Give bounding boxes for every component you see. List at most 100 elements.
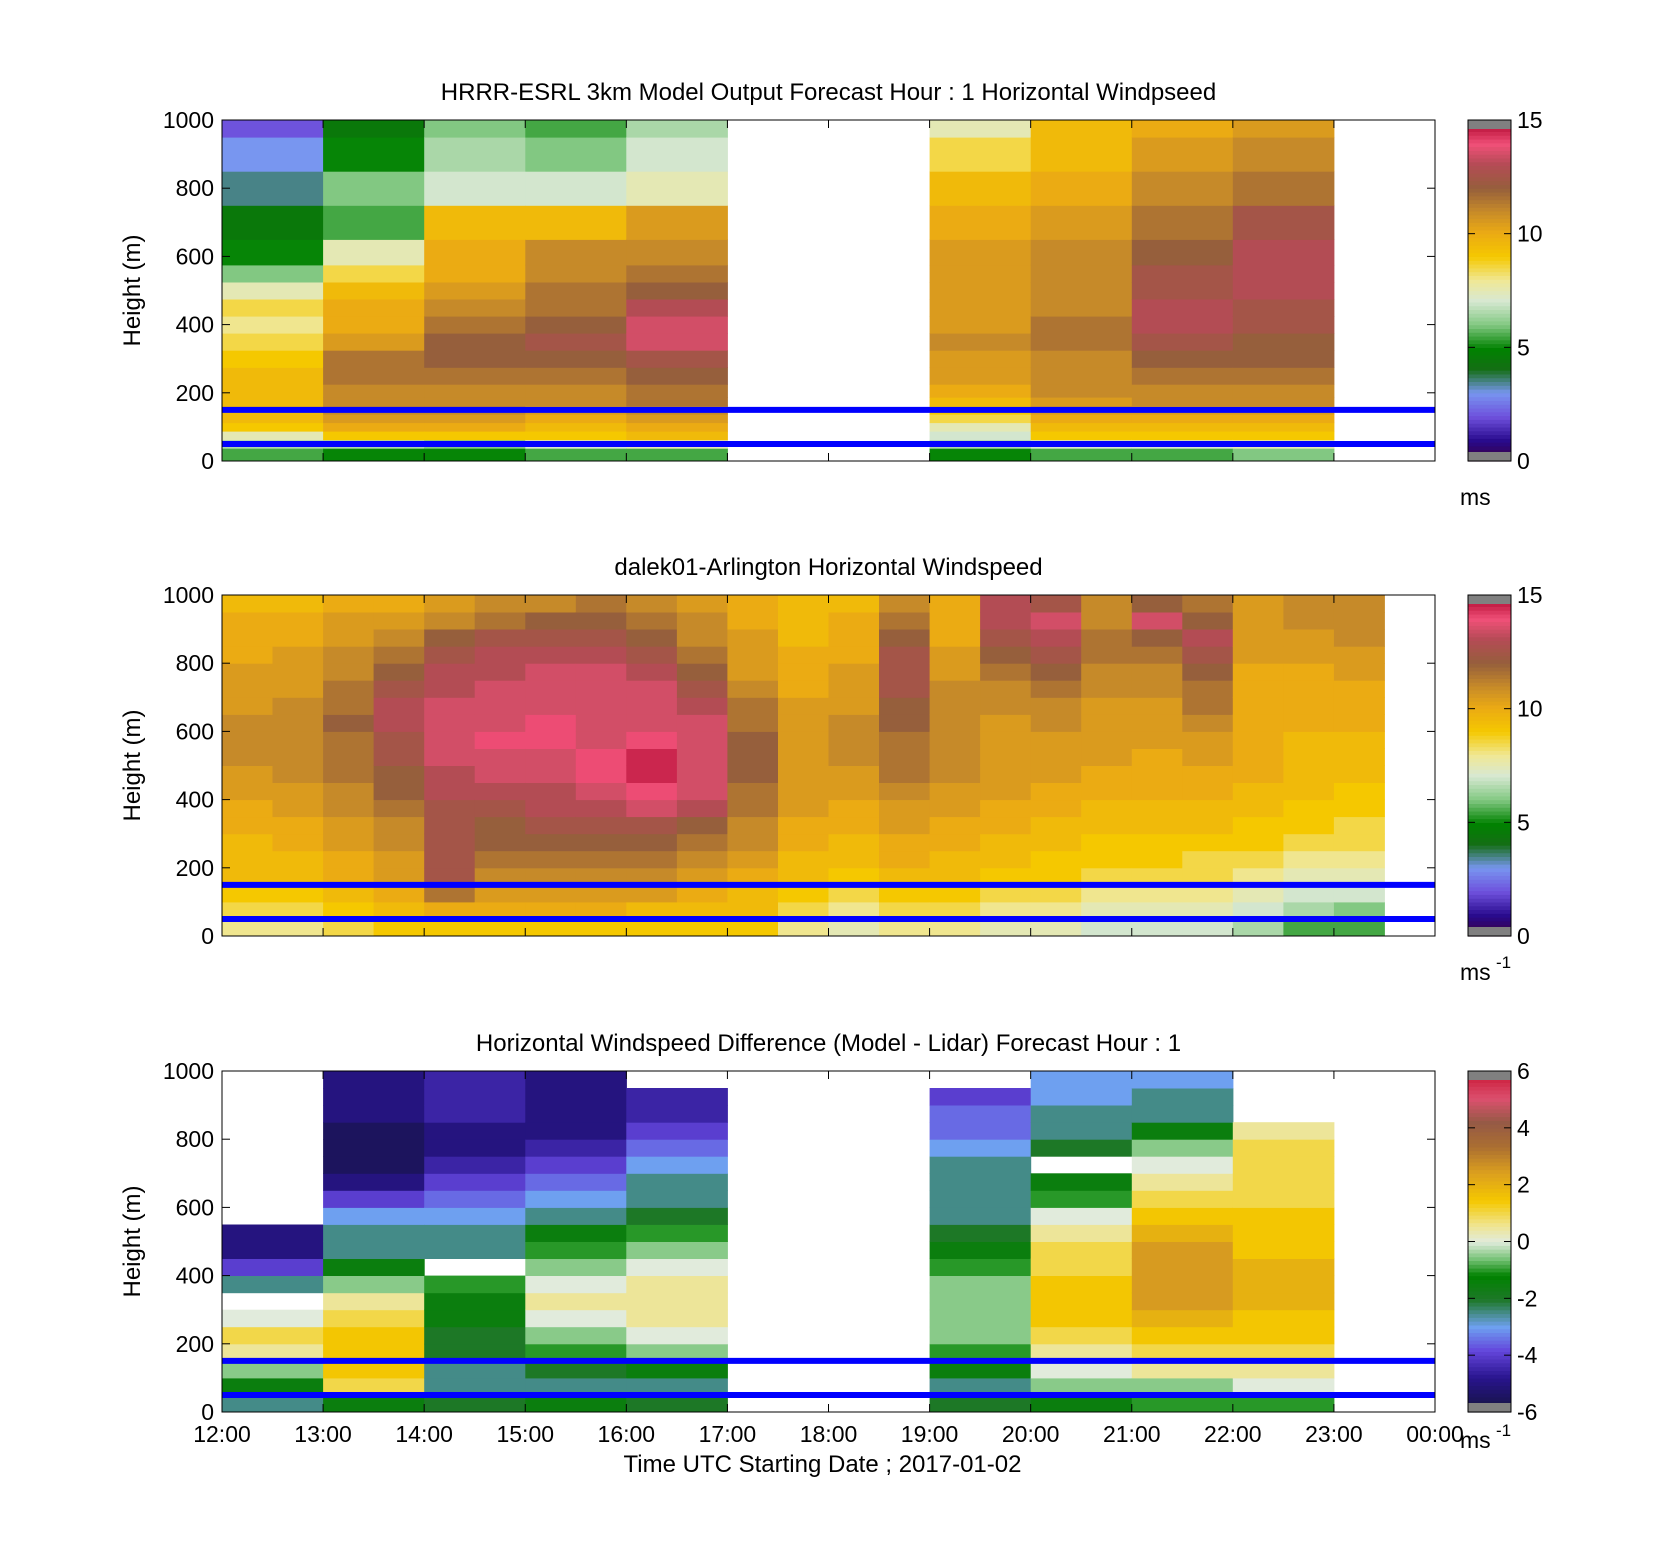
colorbar-swatch: [1468, 1108, 1511, 1114]
heatmap-cell: [1232, 1139, 1335, 1157]
heatmap-cell: [272, 629, 324, 647]
colorbar-swatch: [1468, 1230, 1511, 1235]
heatmap-cell: [1081, 850, 1133, 869]
heatmap-cell: [424, 264, 526, 283]
colorbar-swatch: [1468, 169, 1511, 174]
heatmap-cell: [222, 782, 273, 801]
colorbar-swatch: [1468, 882, 1511, 888]
heatmap-cell: [929, 350, 1032, 368]
y-tick-label: 1000: [163, 107, 214, 133]
heatmap-cell: [778, 867, 829, 886]
colorbar-swatch: [1468, 761, 1511, 767]
colorbar-swatch: [1468, 1161, 1511, 1167]
heatmap-cell: [1131, 137, 1234, 172]
heatmap-cell: [1182, 833, 1234, 852]
heatmap-cell: [828, 765, 880, 783]
colorbar-swatch: [1468, 226, 1511, 231]
colorbar-swatch: [1468, 689, 1511, 695]
heatmap-cell: [424, 333, 526, 351]
y-tick-label: 400: [176, 787, 214, 813]
heatmap-cell: [1131, 919, 1183, 937]
heatmap-cell: [323, 1224, 425, 1242]
colorbar-swatch: [1468, 237, 1511, 242]
colorbar-swatch: [1468, 1142, 1511, 1148]
heatmap-cell: [626, 1088, 728, 1106]
colorbar-tick-label: -6: [1517, 1399, 1537, 1425]
heatmap-cell: [676, 799, 728, 818]
heatmap-cell: [222, 1309, 324, 1328]
heatmap-cell: [525, 1156, 627, 1174]
y-tick-label: 600: [176, 718, 214, 744]
colorbar-swatch: [1468, 400, 1511, 405]
heatmap-cell: [1030, 884, 1082, 903]
heatmap-cell: [1081, 884, 1133, 903]
colorbar-swatch: [1468, 871, 1511, 876]
heatmap-cell: [929, 1207, 1032, 1225]
colorbar-swatch: [1468, 1271, 1511, 1277]
heatmap-cell: [1182, 765, 1234, 783]
colorbar-swatch: [1468, 629, 1511, 634]
colorbar-swatch: [1468, 754, 1511, 759]
colorbar-swatch: [1468, 1313, 1511, 1318]
heatmap-cell: [424, 799, 476, 818]
heatmap-cell: [1081, 612, 1133, 630]
heatmap-cell: [222, 816, 273, 835]
chart-panel-2: 0 200 400 600 800 1000 dalek01-Arlington Horiz…: [119, 554, 1543, 985]
x-tick-label: 13:00: [294, 1421, 352, 1447]
heatmap-cell: [828, 663, 880, 681]
heatmap-cell: [626, 422, 728, 432]
heatmap-cell: [727, 884, 779, 903]
colorbar-swatch: [1468, 275, 1511, 280]
colorbar-swatch: [1468, 260, 1511, 265]
heatmap-cell: [575, 919, 627, 937]
heatmap-cell: [676, 765, 728, 783]
colorbar-swatch: [1468, 1332, 1511, 1337]
heatmap-cell: [1030, 1207, 1133, 1225]
heatmap-cell: [1232, 1173, 1335, 1191]
heatmap-cell: [1030, 816, 1082, 835]
heatmap-cell: [1232, 1343, 1335, 1362]
colorbar-swatch: [1468, 286, 1511, 292]
colorbar-swatch: [1468, 1135, 1511, 1140]
heatmap-cell: [373, 714, 425, 732]
heatmap-cell: [424, 384, 526, 398]
heatmap-cell: [1030, 1275, 1133, 1294]
colorbar-swatch: [1468, 332, 1511, 337]
heatmap-cell: [1131, 1088, 1234, 1106]
heatmap-cell: [727, 697, 779, 715]
heatmap-cell: [424, 397, 526, 407]
heatmap-cell: [929, 646, 981, 664]
heatmap-cell: [1232, 414, 1335, 424]
heatmap-cell: [1333, 782, 1385, 801]
data-column: [323, 120, 425, 462]
heatmap-cell: [676, 850, 728, 869]
heatmap-cell: [1232, 765, 1284, 783]
heatmap-cell: [575, 663, 627, 681]
colorbar-swatch: [1468, 746, 1511, 751]
heatmap-cell: [323, 629, 375, 647]
heatmap-cell: [525, 1395, 627, 1413]
heatmap-cell: [1283, 646, 1335, 664]
colorbar-swatch: [1468, 161, 1511, 167]
heatmap-cell: [626, 1207, 728, 1225]
heatmap-cell: [323, 299, 425, 317]
heatmap-cell: [778, 765, 829, 783]
colorbar-swatch: [1468, 875, 1511, 880]
heatmap-cell: [525, 1309, 627, 1328]
heatmap-cell: [222, 714, 273, 732]
heatmap-cell: [676, 833, 728, 852]
chart-title: dalek01-Arlington Horizontal Windspeed: [614, 554, 1042, 581]
heatmap-cell: [626, 867, 678, 886]
data-column: [676, 595, 728, 937]
heatmap-cell: [424, 714, 476, 732]
data-column: [373, 595, 425, 937]
heatmap-cell: [1131, 867, 1183, 886]
heatmap-cell: [980, 901, 1032, 920]
colorbar-swatch: [1468, 415, 1511, 420]
heatmap-cell: [1333, 646, 1385, 664]
heatmap-cell: [222, 1241, 324, 1259]
heatmap-cell: [1131, 833, 1183, 852]
heatmap-cell: [1030, 422, 1133, 432]
heatmap-cell: [626, 799, 678, 818]
heatmap-cell: [373, 901, 425, 920]
